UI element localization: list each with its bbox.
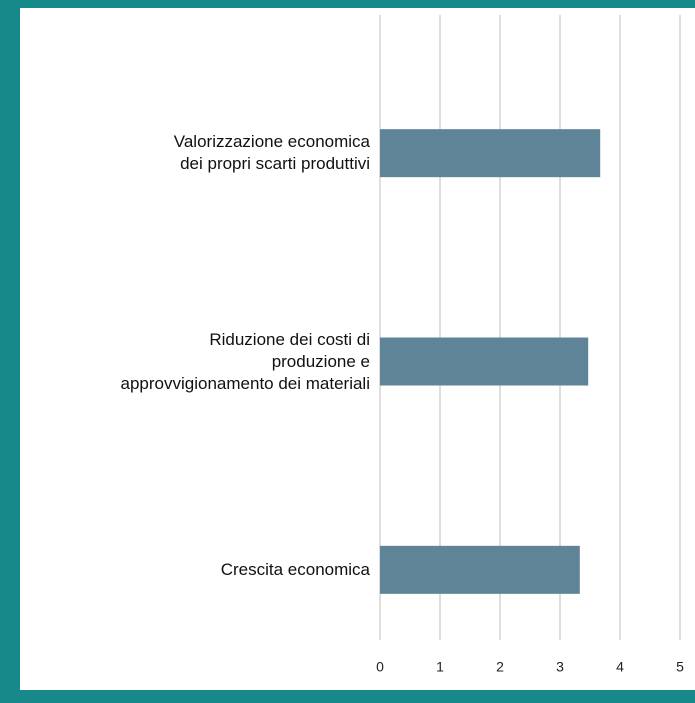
- chart-panel: 0 1 2 3 4 5 Valorizzazione economica dei prop…: [20, 8, 695, 690]
- bar: [380, 545, 580, 594]
- x-tick-label: 0: [376, 659, 384, 675]
- category-label: Riduzione dei costi di produzione e appr…: [120, 329, 370, 393]
- x-tick-label: 1: [436, 659, 444, 675]
- chart: 0 1 2 3 4 5: [376, 15, 684, 675]
- category-label: Crescita economica: [220, 559, 370, 579]
- category-label: Valorizzazione economica dei propri scar…: [173, 132, 370, 174]
- x-tick-label: 2: [496, 659, 504, 675]
- x-tick-label: 5: [676, 659, 684, 675]
- bar: [380, 337, 589, 386]
- x-tick-label: 3: [556, 659, 564, 675]
- x-tick-label: 4: [616, 659, 624, 675]
- bar: [380, 129, 601, 178]
